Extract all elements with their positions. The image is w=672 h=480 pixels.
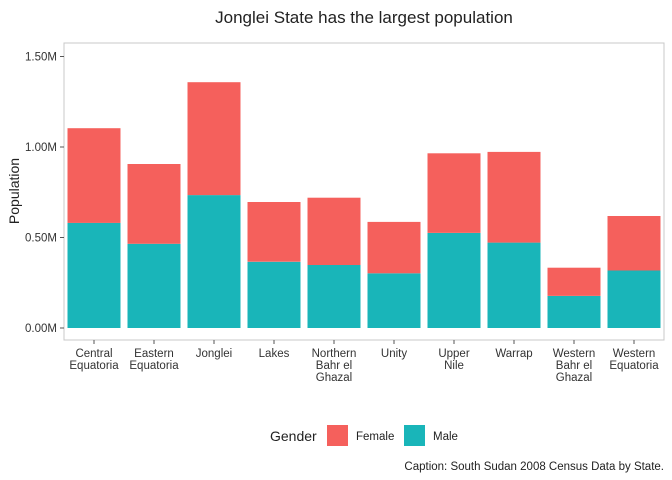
bar-male <box>247 261 301 328</box>
bar-female <box>127 164 181 244</box>
bar-female <box>67 128 121 223</box>
bar-female <box>607 216 661 271</box>
bar-male <box>487 242 541 328</box>
x-tick-label: Jonglei <box>196 348 232 360</box>
x-tick-label: Northern Bahr el Ghazal <box>312 348 357 384</box>
y-axis: 0.00M 0.50M 1.00M 1.50M <box>25 52 64 335</box>
bar-female <box>187 82 241 196</box>
x-tick-label: Eastern Equatoria <box>129 348 179 372</box>
bar-male <box>607 270 661 328</box>
y-tick-label: 1.00M <box>25 142 57 154</box>
plot-panel-border <box>63 42 665 341</box>
x-tick-label: Warrap <box>495 348 532 360</box>
x-tick-label: Western Equatoria <box>609 348 659 372</box>
legend-title: Gender <box>270 428 317 444</box>
bar-male <box>427 233 481 328</box>
x-tick-label: Lakes <box>259 348 290 360</box>
x-tick-label: Unity <box>381 348 407 360</box>
legend-key-male <box>404 425 425 446</box>
bar-male <box>307 265 361 328</box>
y-tick-label: 0.00M <box>25 323 57 335</box>
bar-male <box>367 273 421 328</box>
bar-female <box>367 221 421 274</box>
bar-male <box>187 195 241 328</box>
chart-caption: Caption: South Sudan 2008 Census Data by… <box>404 461 664 473</box>
bar-male <box>127 243 181 328</box>
legend-label-female: Female <box>356 431 394 443</box>
bar-female <box>487 151 541 243</box>
bar-male <box>67 222 121 328</box>
x-axis: Central Equatoria Eastern Equatoria Jonglei L… <box>69 340 659 384</box>
bar-male <box>547 296 601 328</box>
bar-female <box>547 267 601 296</box>
y-tick-label: 0.50M <box>25 233 57 245</box>
bar-female <box>307 197 361 265</box>
y-tick-label: 1.50M <box>25 52 57 64</box>
x-tick-label: Upper Nile <box>438 348 469 372</box>
y-axis-label: Population <box>6 158 22 224</box>
legend-key-female <box>327 425 348 446</box>
bar-female <box>247 202 301 262</box>
legend: Gender Female Male <box>270 425 458 446</box>
legend-label-male: Male <box>433 431 458 443</box>
bar-female <box>427 153 481 233</box>
x-tick-label: Central Equatoria <box>69 348 119 372</box>
bars <box>67 82 661 328</box>
x-tick-label: Western Bahr el Ghazal <box>553 348 596 384</box>
chart-title: Jonglei State has the largest population <box>215 8 513 27</box>
